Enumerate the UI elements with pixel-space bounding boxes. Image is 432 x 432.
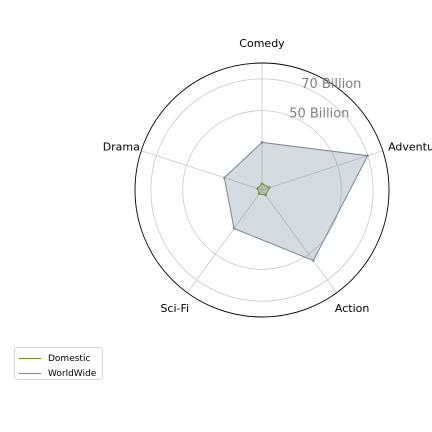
legend-item-domestic: Domestic: [15, 351, 102, 366]
axis-label-sci-fi: Sci-Fi: [160, 302, 189, 315]
legend-label-worldwide: WorldWide: [48, 368, 97, 379]
data-point-domestic-comedy: [260, 182, 264, 185]
data-point-domestic-action: [264, 193, 267, 197]
data-point-domestic-drama: [256, 187, 259, 190]
spoke-adventure: [261, 150, 383, 191]
legend-swatch-worldwide: [19, 373, 41, 374]
spoke-sci-fi: [187, 189, 263, 293]
legend-swatch-domestic: [19, 358, 41, 359]
label-layer: Comedy Adventure Action Sci-Fi Drama 50 …: [103, 37, 432, 315]
axis-label-drama: Drama: [103, 140, 140, 153]
data-point-worldwide-drama: [223, 176, 226, 179]
ring-label-50: 50 Billion: [289, 107, 349, 122]
legend-label-domestic: Domestic: [48, 353, 91, 364]
axis-label-comedy: Comedy: [239, 37, 285, 50]
data-point-worldwide-comedy: [260, 141, 264, 144]
data-point-worldwide-action: [312, 259, 315, 262]
grid-layer: [134, 62, 390, 318]
data-point-worldwide-sci-fi: [232, 227, 236, 230]
grid-ring-50: [182, 110, 342, 270]
legend: Domestic WorldWide: [14, 347, 103, 380]
outer-frame: [134, 62, 390, 318]
spoke-action: [261, 189, 337, 293]
axis-label-action: Action: [335, 302, 369, 315]
grid-ring-70: [150, 78, 374, 302]
legend-item-worldwide: WorldWide: [15, 366, 102, 381]
series-area-worldwide: [223, 141, 369, 262]
spoke-drama: [141, 150, 263, 191]
data-point-domestic-sci-fi: [258, 192, 261, 196]
series-layer: [223, 141, 369, 262]
ring-label-70: 70 Billion: [301, 77, 361, 92]
data-point-domestic-adventure: [268, 186, 271, 189]
axis-label-adventure: Adventure: [388, 140, 432, 153]
data-point-worldwide-adventure: [366, 154, 369, 157]
